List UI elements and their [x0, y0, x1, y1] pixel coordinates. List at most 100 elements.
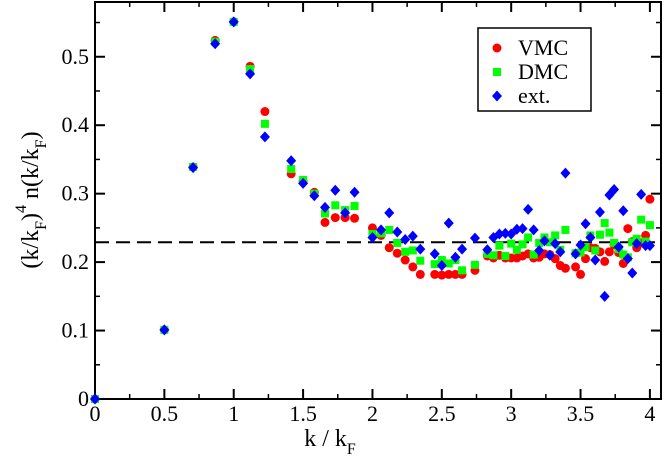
square-point — [605, 228, 614, 237]
diamond-point — [506, 228, 517, 240]
square-point — [331, 201, 340, 210]
square-point — [507, 239, 516, 248]
x-tick-label: 0.5 — [151, 401, 179, 426]
diamond-point — [594, 206, 605, 218]
square-point — [408, 246, 417, 255]
x-tick-label: 1.5 — [289, 401, 317, 426]
square-point — [591, 246, 600, 255]
diamond-point — [188, 162, 199, 174]
circle-point — [384, 243, 394, 253]
legend-label: DMC — [518, 59, 568, 84]
diamond-point — [627, 267, 638, 279]
y-tick-label: 0.1 — [62, 318, 90, 343]
square-point — [416, 256, 425, 265]
circle-point — [330, 213, 340, 223]
square-point — [600, 219, 609, 228]
x-axis-title-subscript: F — [347, 441, 356, 458]
legend-diamond-marker — [492, 90, 502, 102]
y-tick-labels: 0 0.1 0.2 0.3 0.4 0.5 — [62, 44, 90, 411]
diamond-point — [544, 249, 555, 261]
diamond-point — [407, 230, 418, 242]
circle-point — [560, 263, 570, 273]
diamond-point — [415, 243, 426, 255]
y-tick-label: 0.3 — [62, 181, 90, 206]
circle-point — [415, 269, 425, 279]
diamond-point — [90, 393, 100, 405]
square-point — [518, 240, 527, 249]
y-axis-title-part1: (k/k — [18, 230, 44, 269]
square-point — [430, 260, 439, 269]
x-tick-label: 0 — [90, 401, 101, 426]
y-axis-title-part4: ) — [18, 131, 44, 139]
diamond-point — [482, 244, 493, 256]
diamond-point — [400, 234, 411, 246]
y-axis-title-part3: n(k/k — [18, 148, 44, 205]
x-axis-title: k / kF — [304, 426, 356, 458]
diamond-point — [599, 290, 610, 302]
circle-point — [571, 262, 581, 272]
diamond-point — [560, 167, 571, 179]
square-point — [545, 238, 554, 247]
diamond-point — [511, 223, 522, 235]
square-point — [512, 245, 521, 254]
square-point — [350, 201, 359, 210]
square-point — [551, 231, 560, 240]
diamond-point — [631, 238, 642, 250]
square-point — [576, 248, 585, 257]
y-axis-title-part2: ) — [18, 213, 44, 221]
x-tick-label: 2 — [367, 401, 378, 426]
diamond-point — [309, 190, 320, 202]
legend-label: ext. — [518, 83, 550, 108]
diamond-point — [500, 227, 511, 239]
square-point — [321, 209, 330, 218]
diamond-point — [159, 324, 170, 336]
circle-point — [450, 269, 460, 279]
diamond-point — [392, 226, 403, 238]
circle-point — [408, 262, 418, 272]
circle-point — [430, 269, 440, 279]
diamond-point — [228, 16, 239, 28]
diamond-point — [534, 244, 545, 256]
diamond-point — [210, 38, 221, 50]
diamond-point — [580, 218, 591, 230]
y-tick-label: 0.2 — [62, 249, 90, 274]
x-tick-label: 4 — [644, 401, 655, 426]
diamond-point — [585, 231, 596, 243]
diamond-point — [618, 205, 629, 217]
circle-point — [392, 248, 402, 258]
diamond-point — [609, 184, 620, 196]
diamond-point — [555, 246, 566, 258]
square-point — [637, 215, 646, 224]
diamond-point — [590, 254, 601, 266]
circle-point — [400, 255, 410, 265]
diamond-point — [523, 203, 534, 215]
diamond-point — [613, 241, 624, 253]
x-tick-label: 2.5 — [428, 401, 456, 426]
diamond-point — [330, 184, 341, 196]
x-tick-labels: 0 0.5 1 1.5 2 2.5 3 3.5 4 — [90, 401, 656, 426]
square-point — [495, 241, 504, 250]
diamond-point — [320, 201, 331, 213]
square-point — [581, 243, 590, 252]
diamond-point — [494, 228, 505, 240]
square-point — [287, 165, 296, 174]
diamond-point — [349, 186, 360, 198]
circle-point — [320, 217, 330, 227]
diamond-point — [367, 231, 378, 243]
x-axis-title-main: k / k — [304, 426, 347, 452]
diamond-point — [469, 232, 480, 244]
circle-point — [350, 213, 360, 223]
circle-point — [576, 269, 586, 279]
legend-circle-marker — [492, 43, 502, 53]
square-point — [529, 250, 538, 259]
diamond-point — [644, 240, 655, 252]
diamond-point — [298, 177, 309, 189]
y-axis-title: (k/kF)4 n(k/kF) — [13, 131, 50, 268]
circle-point — [260, 107, 270, 117]
diamond-point — [443, 217, 454, 229]
diamond-point — [340, 207, 351, 219]
square-point — [535, 238, 544, 247]
